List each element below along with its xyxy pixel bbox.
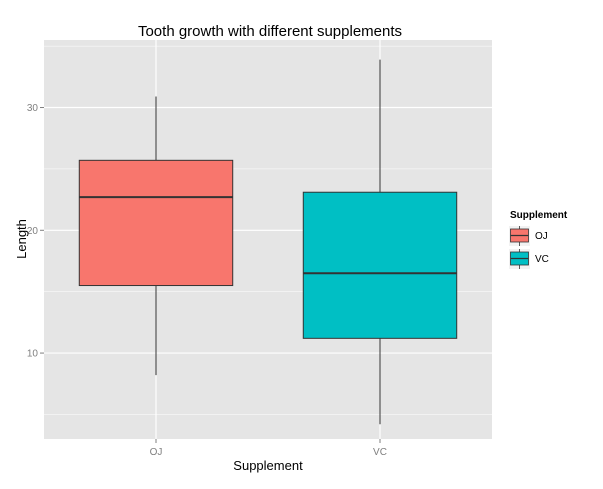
x-axis-title: Supplement <box>233 458 303 473</box>
legend-title: Supplement <box>510 210 568 221</box>
y-tick-label: 20 <box>27 226 39 237</box>
box-body <box>302 191 458 339</box>
y-axis: 10 20 30 <box>27 103 44 360</box>
box-vc <box>302 59 458 425</box>
y-tick-label: 10 <box>27 349 39 360</box>
x-axis: OJ VC <box>150 439 387 458</box>
box-oj <box>78 96 234 376</box>
x-tick-label: VC <box>373 447 387 458</box>
box-body <box>78 159 234 287</box>
legend-key-vc <box>509 249 530 269</box>
legend: Supplement OJ VC <box>509 210 568 269</box>
boxes <box>78 59 458 425</box>
x-tick-label: OJ <box>150 447 163 458</box>
y-tick-label: 30 <box>27 103 39 114</box>
legend-label: VC <box>535 254 549 265</box>
chart-title: Tooth growth with different supplements <box>138 23 402 40</box>
legend-label: OJ <box>535 231 548 242</box>
legend-key-oj <box>509 226 530 246</box>
y-axis-title: Length <box>14 219 29 259</box>
